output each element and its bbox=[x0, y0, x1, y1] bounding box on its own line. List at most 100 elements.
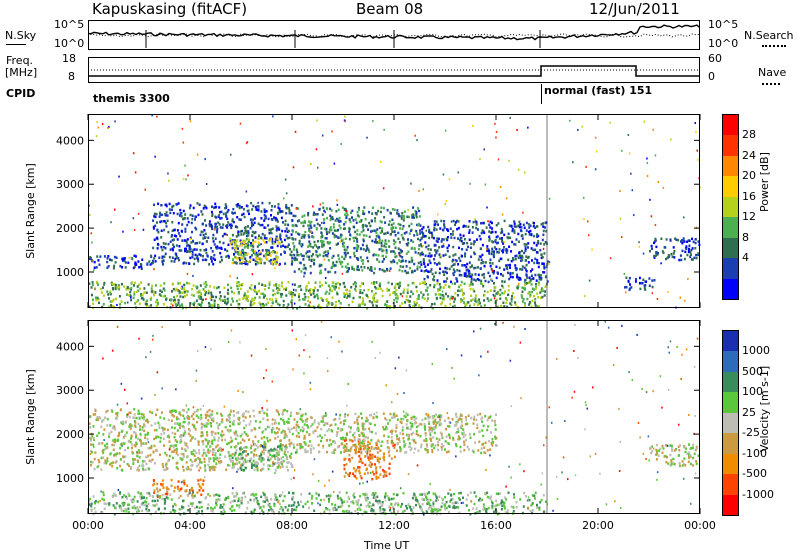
velocity-echo-0-418 bbox=[204, 416, 207, 419]
velocity-echo-0-777 bbox=[284, 448, 287, 451]
power-echo-5-279 bbox=[472, 298, 474, 301]
velocity-echo-3-1 bbox=[370, 445, 373, 449]
power-echo-2-5 bbox=[230, 240, 233, 243]
power-echo-1-86 bbox=[285, 234, 288, 237]
power-echo-5-832 bbox=[278, 284, 281, 287]
power-scatter-112 bbox=[383, 128, 385, 131]
power-echo-4-443 bbox=[486, 249, 489, 252]
power-echo-5-627 bbox=[375, 304, 378, 308]
velocity-echo-2-21 bbox=[247, 453, 250, 456]
power-echo-5-137 bbox=[359, 291, 362, 294]
power-echo-5-746 bbox=[192, 284, 195, 287]
power-echo-5-783 bbox=[237, 292, 240, 295]
power-echo-3-575 bbox=[346, 266, 349, 270]
velocity-echo-4-455 bbox=[363, 439, 366, 442]
power-scatter-128 bbox=[316, 119, 318, 122]
velocity-echo-0-46 bbox=[198, 449, 201, 452]
power-echo-5-613 bbox=[367, 288, 370, 292]
power-echo-3-383 bbox=[334, 219, 337, 222]
power-echo-5-117 bbox=[522, 297, 525, 301]
velocity-echo-0-414 bbox=[189, 458, 192, 462]
velocity-echo-4-521 bbox=[407, 438, 410, 441]
velocity-echo-0-444 bbox=[153, 444, 156, 448]
power-echo-1-58 bbox=[199, 254, 202, 257]
velocity-echo-0-355 bbox=[235, 449, 238, 452]
power-echo-5-26 bbox=[417, 294, 420, 297]
power-echo-4-114 bbox=[429, 231, 432, 234]
power-echo-3-508 bbox=[362, 239, 365, 243]
power-echo-5-114 bbox=[407, 284, 410, 287]
velocity-echo-2-72 bbox=[263, 452, 266, 455]
velocity-echo-0-537 bbox=[99, 417, 102, 420]
power-echo-5-183 bbox=[298, 293, 300, 296]
power-echo-1-224 bbox=[254, 206, 257, 209]
velocity-echo-0-361 bbox=[133, 420, 136, 423]
power-echo-5-27 bbox=[130, 288, 133, 291]
velocity-echo-4-19 bbox=[431, 429, 434, 433]
power-echo-4-386 bbox=[490, 252, 493, 256]
power-echo-3-458 bbox=[394, 226, 397, 230]
velocity-echo-0-363 bbox=[209, 450, 212, 453]
velocity-echo-0-446 bbox=[167, 418, 170, 422]
power-echo-5-54 bbox=[222, 299, 225, 302]
velocity-echo-0-124 bbox=[208, 439, 210, 443]
power-echo-4-210 bbox=[491, 270, 494, 274]
power-echo-4-180 bbox=[485, 226, 488, 229]
velocity-echo-0-458 bbox=[145, 455, 148, 459]
velocity-echo-0-768 bbox=[261, 431, 264, 434]
velocity-echo-0-284 bbox=[241, 433, 244, 436]
velocity-echo-1-13 bbox=[153, 491, 156, 494]
power-echo-5-19 bbox=[209, 285, 212, 288]
power-scatter-205 bbox=[569, 119, 571, 122]
power-echo-3-536 bbox=[343, 227, 346, 230]
power-echo-1-125 bbox=[216, 229, 218, 233]
power-echo-5-500 bbox=[441, 294, 444, 297]
power-echo-5-601 bbox=[129, 294, 131, 297]
velocity-echo-2-4 bbox=[230, 445, 233, 449]
velocity-echo-0-312 bbox=[275, 409, 278, 412]
velocity-echo-0-708 bbox=[113, 454, 115, 457]
power-echo-3-352 bbox=[397, 247, 400, 250]
power-echo-3-345 bbox=[348, 218, 351, 221]
power-echo-5-858 bbox=[531, 299, 534, 302]
power-echo-5-820 bbox=[307, 305, 310, 308]
velocity-echo-0-170 bbox=[275, 426, 278, 430]
power-echo-4-217 bbox=[451, 260, 454, 263]
power-scatter-231 bbox=[292, 288, 295, 291]
velocity-echo-2-10 bbox=[233, 465, 235, 468]
power-echo-4-454 bbox=[480, 279, 483, 283]
power-echo-4-492 bbox=[444, 266, 447, 270]
power-scatter-243 bbox=[344, 120, 346, 123]
velocity-echo-2-74 bbox=[276, 456, 279, 459]
power-echo-5-673 bbox=[183, 287, 185, 290]
power-echo-4-397 bbox=[467, 269, 470, 272]
power-echo-4-533 bbox=[467, 272, 470, 275]
velocity-echo-0-573 bbox=[218, 461, 221, 465]
velocity-echo-4-289 bbox=[410, 447, 413, 450]
velocity-echo-0-332 bbox=[151, 458, 154, 461]
power-echo-5-636 bbox=[263, 293, 266, 297]
power-echo-1-277 bbox=[152, 219, 155, 222]
power-echo-1-390 bbox=[183, 239, 186, 242]
power-echo-4-363 bbox=[535, 279, 538, 282]
power-echo-1-586 bbox=[227, 254, 230, 258]
power-echo-3-475 bbox=[353, 255, 356, 258]
power-echo-2-30 bbox=[248, 238, 250, 241]
velocity-echo-4-287 bbox=[428, 426, 431, 429]
velocity-echo-1-34 bbox=[153, 489, 156, 492]
power-echo-5-467 bbox=[408, 300, 411, 303]
power-echo-3-129 bbox=[303, 271, 306, 275]
power-echo-2-59 bbox=[267, 251, 269, 255]
power-echo-0-50 bbox=[89, 256, 92, 259]
velocity-echo-4-64 bbox=[446, 425, 449, 428]
power-echo-7-1 bbox=[665, 238, 668, 241]
power-echo-5-110 bbox=[238, 298, 241, 301]
velocity-echo-0-894 bbox=[221, 418, 224, 421]
power-echo-4-171 bbox=[495, 241, 498, 245]
velocity-echo-0-833 bbox=[138, 417, 141, 420]
velocity-echo-2-53 bbox=[228, 452, 231, 455]
power-echo-5-119 bbox=[250, 287, 253, 291]
velocity-echo-2-95 bbox=[260, 460, 263, 463]
velocity-echo-4-410 bbox=[292, 443, 295, 446]
velocity-echo-4-352 bbox=[384, 417, 387, 420]
